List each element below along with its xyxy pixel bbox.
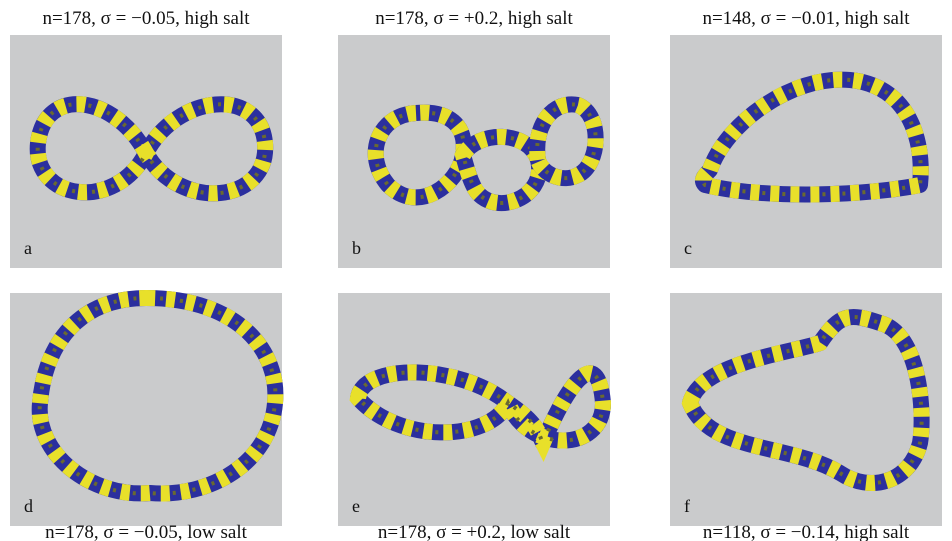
panel-caption: n=178, σ = +0.2, low salt — [378, 522, 571, 541]
panel-caption: n=178, σ = +0.2, high salt — [375, 8, 573, 29]
panel: c — [670, 35, 942, 268]
dna-strand — [29, 96, 274, 202]
dna-strand — [349, 364, 612, 463]
dna-strand — [681, 309, 930, 491]
panel: b — [338, 35, 610, 268]
dna-strand-shadow — [37, 295, 278, 496]
panel: e — [338, 293, 612, 526]
dna-strand-shadow — [700, 77, 923, 197]
panel-label: c — [684, 238, 692, 258]
panel-label: b — [352, 238, 361, 258]
dna-strand — [367, 104, 472, 206]
panel-caption: n=178, σ = −0.05, low salt — [45, 522, 247, 541]
panel-label: e — [352, 496, 360, 516]
dna-strand — [694, 71, 929, 203]
panel: f — [670, 293, 942, 526]
panel-label: a — [24, 238, 32, 258]
panel-label: f — [684, 496, 690, 516]
panel: a — [10, 35, 282, 268]
dna-strand — [529, 96, 604, 187]
dna-strand — [454, 128, 548, 211]
panel-label: d — [24, 496, 33, 516]
panel: d — [10, 289, 284, 526]
panel-caption: n=178, σ = −0.05, high salt — [42, 8, 250, 29]
panel-caption: n=118, σ = −0.14, high salt — [703, 522, 910, 541]
panel-caption: n=148, σ = −0.01, high salt — [702, 8, 910, 29]
